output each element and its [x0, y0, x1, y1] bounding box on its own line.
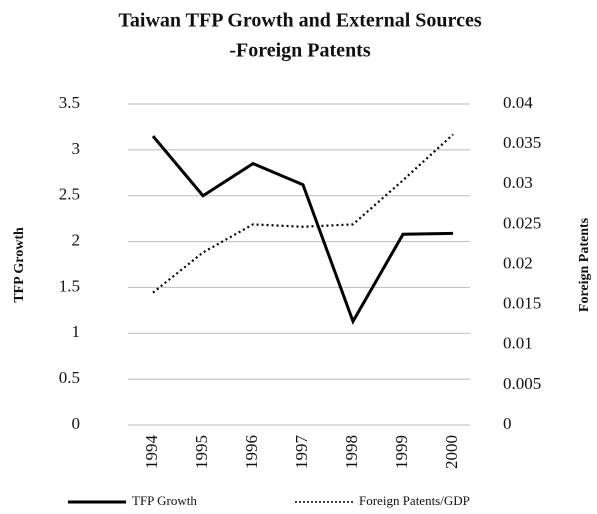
y-tick-label: 0	[72, 414, 81, 433]
y2-axis-label: Foreign Patents	[577, 217, 592, 312]
chart-title: Taiwan TFP Growth and External Sources	[118, 10, 481, 32]
y2-tick-label: 0.03	[503, 173, 533, 192]
y2-tick-label: 0.04	[503, 93, 533, 112]
y2-tick-label: 0.025	[503, 213, 541, 232]
x-tick-label: 1995	[192, 435, 211, 469]
y2-tick-label: 0	[503, 414, 512, 433]
x-tick-label: 2000	[442, 435, 461, 469]
x-tick-label: 1996	[242, 435, 261, 469]
x-tick-label: 1997	[292, 435, 311, 470]
series-line	[151, 135, 454, 325]
y-tick-label: 3.5	[59, 93, 80, 112]
y2-tick-label: 0.005	[503, 374, 541, 393]
chart-title: -Foreign Patents	[229, 40, 370, 62]
series-line	[152, 133, 454, 294]
legend-label: TFP Growth	[132, 493, 197, 508]
y2-tick-label: 0.015	[503, 294, 541, 313]
x-tick-label: 1994	[142, 435, 161, 470]
y-axis-label: TFP Growth	[12, 227, 27, 303]
y-tick-label: 1	[72, 322, 81, 341]
y-tick-label: 2.5	[59, 185, 80, 204]
y2-tick-label: 0.035	[503, 133, 541, 152]
y-tick-label: 1.5	[59, 276, 80, 295]
y2-tick-label: 0.02	[503, 253, 533, 272]
legend-label: Foreign Patents/GDP	[359, 493, 470, 508]
x-tick-label: 1998	[342, 435, 361, 469]
y-tick-label: 3	[72, 139, 81, 158]
y2-tick-label: 0.01	[503, 334, 533, 353]
y-tick-label: 2	[72, 230, 81, 249]
y-tick-label: 0.5	[59, 368, 80, 387]
x-tick-label: 1999	[392, 435, 411, 469]
